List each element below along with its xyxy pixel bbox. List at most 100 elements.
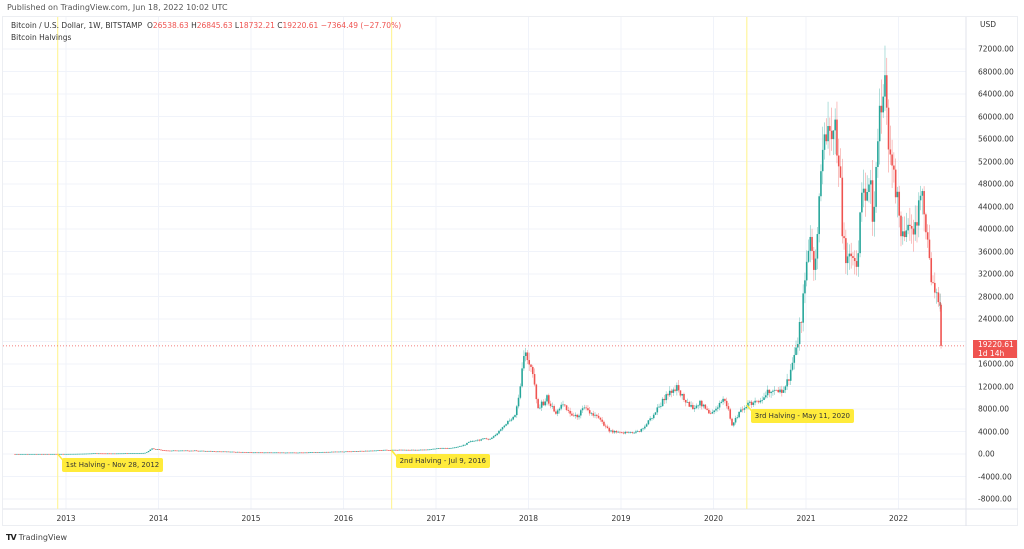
candle-down xyxy=(537,399,539,409)
candle-down xyxy=(667,394,669,396)
candle-up xyxy=(690,405,692,407)
candle-up xyxy=(85,453,88,455)
candle-down xyxy=(425,449,427,451)
candle-up xyxy=(711,411,714,414)
indicator-legend[interactable]: Bitcoin Halvings xyxy=(11,33,72,42)
candle-down xyxy=(608,428,611,432)
candle-up xyxy=(482,438,484,440)
time-tick-label: 2019 xyxy=(611,514,631,523)
candle-down xyxy=(741,409,744,411)
candle-up xyxy=(764,395,767,398)
candle-up xyxy=(861,192,863,213)
candle-up xyxy=(435,448,438,450)
time-tick-label: 2021 xyxy=(796,514,816,523)
candle-down xyxy=(227,451,230,453)
candle-down xyxy=(925,214,927,233)
candle-up xyxy=(402,449,404,451)
candle-down xyxy=(825,134,828,142)
candle-up xyxy=(443,448,445,449)
candle-down xyxy=(775,389,778,391)
candle-up xyxy=(715,408,717,411)
candle-up xyxy=(405,449,408,451)
candle-up xyxy=(660,406,662,407)
candle-down xyxy=(727,406,730,410)
candle-up xyxy=(743,408,746,410)
candle-up xyxy=(919,195,922,201)
candle-up xyxy=(172,450,175,452)
tradingview-logo[interactable]: TV TradingView xyxy=(6,533,67,542)
candle-up xyxy=(69,453,72,455)
candle-up xyxy=(613,430,616,433)
candle-down xyxy=(900,215,902,237)
candle-up xyxy=(809,236,812,251)
candle-down xyxy=(788,379,790,381)
candle-up xyxy=(583,407,586,409)
candle-down xyxy=(937,292,940,303)
halving-label[interactable]: 3rd Halving - May 11, 2020 xyxy=(750,409,854,424)
candle-down xyxy=(572,415,575,417)
candle-down xyxy=(850,253,852,257)
candle-up xyxy=(939,304,941,306)
price-tick-label: 12000.00 xyxy=(978,382,1014,391)
candle-up xyxy=(814,258,817,270)
candle-down xyxy=(587,408,589,411)
candle-down xyxy=(692,405,694,410)
candle-down xyxy=(295,452,297,454)
candle-down xyxy=(400,449,402,451)
candle-down xyxy=(750,401,753,405)
candle-up xyxy=(16,453,18,455)
candle-up xyxy=(76,453,79,455)
candle-down xyxy=(323,451,326,453)
candle-down xyxy=(709,413,712,415)
candle-up xyxy=(281,452,283,454)
candle-up xyxy=(377,450,379,451)
candle-up xyxy=(505,424,507,426)
candle-up xyxy=(222,451,225,453)
candle-up xyxy=(699,400,701,406)
candle-up xyxy=(290,452,292,454)
candle-up xyxy=(514,415,516,417)
candle-down xyxy=(224,451,226,453)
candle-up xyxy=(935,292,938,294)
symbol-legend[interactable]: Bitcoin / U.S. Dollar, 1W, BITSTAMP O265… xyxy=(11,21,401,30)
candle-down xyxy=(161,450,164,451)
candle-down xyxy=(903,231,906,238)
halving-label[interactable]: 2nd Halving - Jul 9, 2016 xyxy=(395,454,490,469)
price-tick-label: 8000.00 xyxy=(978,404,1010,414)
candle-down xyxy=(101,453,104,455)
candle-up xyxy=(133,453,136,454)
candle-up xyxy=(49,453,52,455)
candle-up xyxy=(515,406,518,416)
candle-up xyxy=(610,430,612,432)
candle-down xyxy=(202,450,205,452)
candle-up xyxy=(460,445,463,447)
candle-up xyxy=(393,449,395,451)
candle-up xyxy=(491,437,493,439)
last-price-tag: 19220.61 1d 14h xyxy=(973,340,1017,358)
candle-up xyxy=(97,453,100,455)
candle-down xyxy=(105,453,107,455)
candle-down xyxy=(547,395,550,404)
candle-down xyxy=(839,166,842,178)
candle-up xyxy=(921,191,924,196)
candle-down xyxy=(684,400,687,403)
candle-up xyxy=(658,406,660,408)
candle-up xyxy=(307,452,310,454)
candle-up xyxy=(89,453,91,455)
candle-down xyxy=(259,452,262,454)
halving-label[interactable]: 1st Halving - Nov 28, 2012 xyxy=(61,457,164,472)
candle-up xyxy=(268,452,271,454)
candle-up xyxy=(661,398,664,407)
candle-up xyxy=(190,450,193,452)
candle-down xyxy=(781,389,783,393)
candle-up xyxy=(156,449,159,450)
candle-up xyxy=(503,425,506,428)
candle-up xyxy=(140,452,143,454)
candle-up xyxy=(473,440,475,442)
candle-down xyxy=(165,450,168,452)
candle-up xyxy=(722,398,724,402)
candle-down xyxy=(855,261,858,267)
candle-up xyxy=(21,453,24,455)
